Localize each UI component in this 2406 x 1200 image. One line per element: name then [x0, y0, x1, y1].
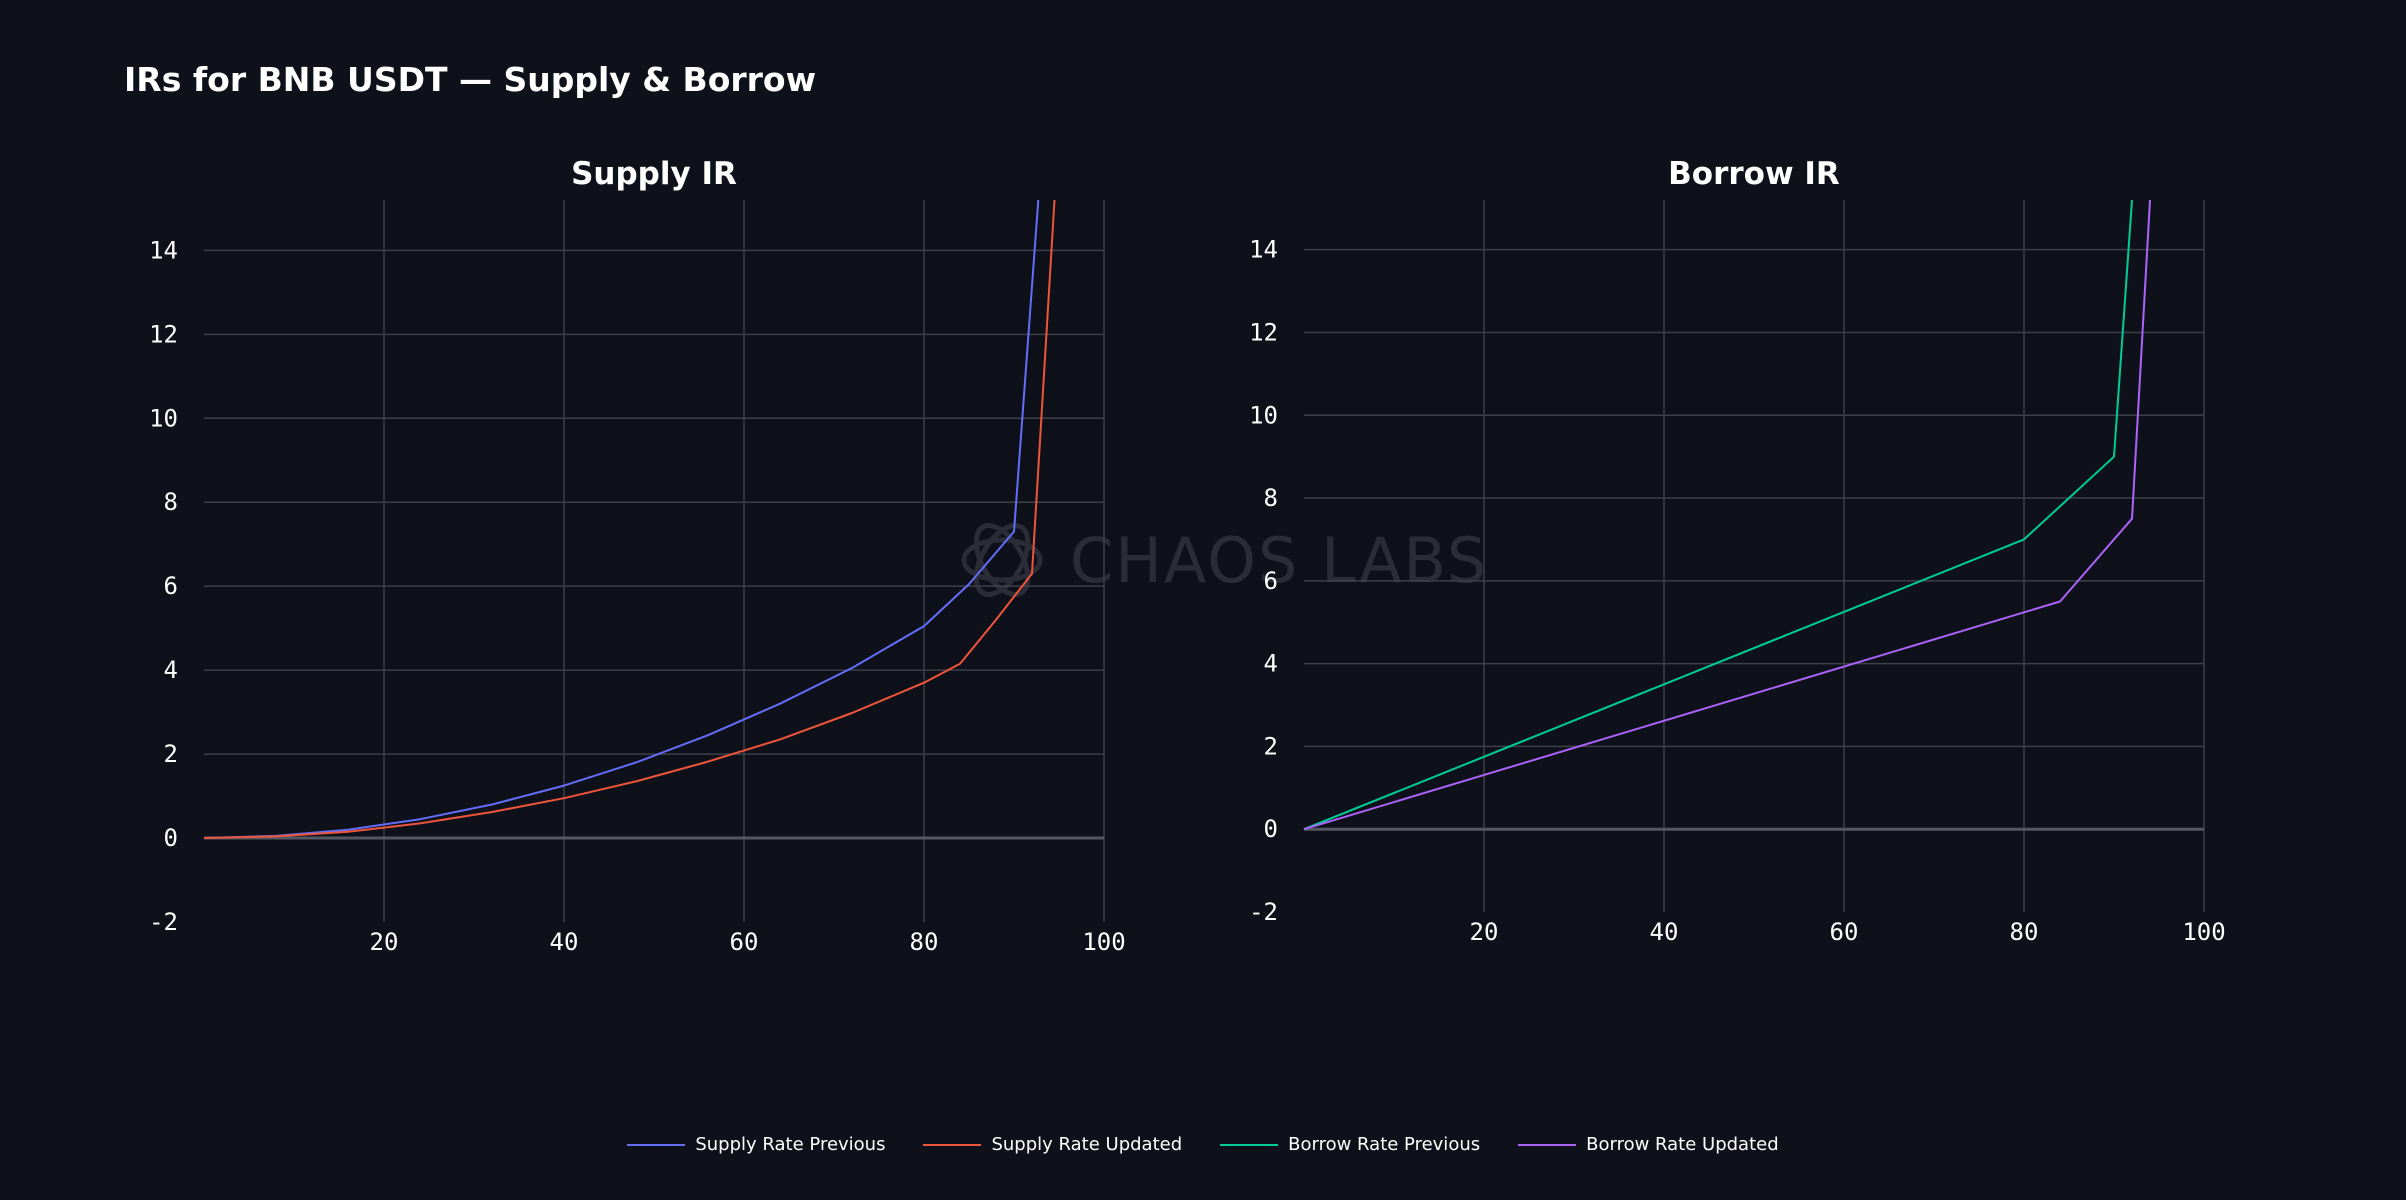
watermark-logo-icon: [961, 523, 1043, 597]
y-tick-label: 12: [1249, 318, 1278, 346]
y-tick-label: 4: [164, 656, 178, 684]
y-tick-label: 14: [149, 236, 178, 264]
legend-label: Borrow Rate Updated: [1586, 1134, 1779, 1155]
x-tick-label: 100: [2182, 918, 2225, 946]
y-tick-label: 4: [1264, 650, 1278, 678]
watermark-text: CHAOS LABS: [1070, 524, 1488, 597]
y-tick-label: 0: [1264, 815, 1278, 843]
legend-label: Supply Rate Previous: [695, 1134, 886, 1155]
y-tick-label: 2: [164, 740, 178, 768]
x-tick-label: 60: [1830, 918, 1859, 946]
legend-swatch-supply-previous: [627, 1143, 686, 1146]
x-tick-label: 80: [2010, 918, 2039, 946]
y-tick-label: 2: [1264, 732, 1278, 760]
legend-label: Supply Rate Updated: [991, 1134, 1183, 1155]
legend-swatch-supply-updated: [923, 1143, 982, 1146]
y-tick-label: 14: [1249, 236, 1278, 264]
legend-swatch-borrow-previous: [1220, 1143, 1279, 1146]
y-tick-label: 0: [164, 824, 178, 852]
y-tick-label: -2: [1249, 898, 1278, 926]
legend-item-borrow-updated[interactable]: Borrow Rate Updated: [1518, 1134, 1779, 1155]
series-line-borrow-rate-previous: [1303, 199, 2133, 831]
legend-item-supply-previous[interactable]: Supply Rate Previous: [627, 1134, 885, 1155]
y-tick-label: 12: [149, 320, 178, 348]
series-line-borrow-rate-updated: [1303, 199, 2151, 831]
x-tick-label: 20: [370, 928, 399, 956]
legend-label: Borrow Rate Previous: [1288, 1134, 1481, 1155]
series-line-supply-rate-updated: [203, 199, 1056, 839]
borrow-ir-chart: 20 40 60 80 100 -2 0 2 4 6 8 10 12 14 Borrow IR: [1249, 156, 2226, 946]
chart-title: Borrow IR: [1668, 156, 1840, 192]
legend-item-borrow-previous[interactable]: Borrow Rate Previous: [1220, 1134, 1480, 1155]
chart-title: Supply IR: [571, 156, 737, 192]
y-tick-label: 8: [164, 488, 178, 516]
y-tick-label: 6: [164, 572, 178, 600]
legend-item-supply-updated[interactable]: Supply Rate Updated: [923, 1134, 1182, 1155]
y-tick-label: 10: [149, 404, 178, 432]
legend: Supply Rate Previous Supply Rate Updated…: [0, 1134, 2406, 1155]
series-line-supply-rate-previous: [203, 199, 1040, 839]
x-tick-label: 20: [1470, 918, 1499, 946]
x-tick-label: 80: [910, 928, 939, 956]
legend-swatch-borrow-updated: [1518, 1143, 1577, 1146]
y-tick-label: 10: [1249, 401, 1278, 429]
y-tick-label: 6: [1264, 567, 1278, 595]
y-tick-label: 8: [1264, 484, 1278, 512]
x-tick-label: 100: [1082, 928, 1125, 956]
x-tick-label: 40: [1650, 918, 1679, 946]
page-title: IRs for BNB USDT — Supply & Borrow: [124, 60, 817, 99]
supply-ir-chart: 20 40 60 80 100 -2 0 2 4 6 8 10 12 14 Supply IR: [149, 156, 1126, 956]
x-tick-label: 60: [730, 928, 759, 956]
y-tick-label: -2: [149, 908, 178, 936]
x-tick-label: 40: [550, 928, 579, 956]
